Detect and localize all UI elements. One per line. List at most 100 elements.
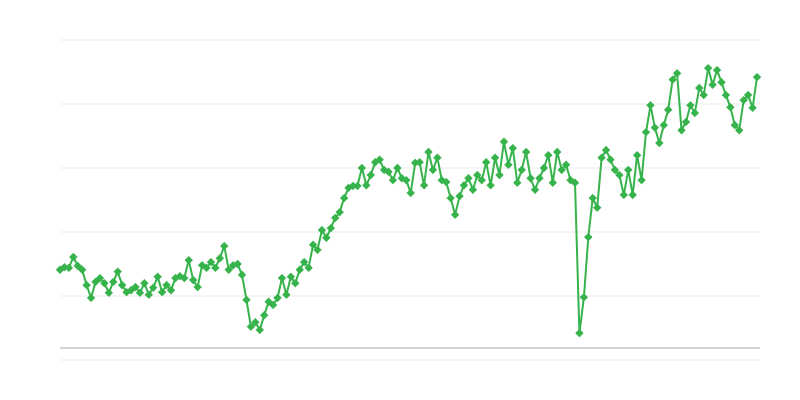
data-point-marker xyxy=(641,127,651,137)
data-point-marker xyxy=(735,126,744,135)
data-point-marker xyxy=(184,255,193,265)
data-point-marker xyxy=(708,80,717,89)
data-point-marker xyxy=(206,257,216,267)
data-point-marker xyxy=(135,288,145,297)
data-point-marker xyxy=(752,72,762,82)
data-point-marker xyxy=(388,175,398,185)
data-point-marker xyxy=(650,123,660,132)
data-point-marker xyxy=(717,78,726,87)
data-point-marker xyxy=(251,318,260,327)
data-point-marker xyxy=(86,293,96,303)
data-point-marker xyxy=(237,270,247,280)
data-point-marker xyxy=(428,165,438,175)
data-point-marker xyxy=(357,163,367,173)
data-point-marker xyxy=(295,265,304,274)
data-point-marker xyxy=(561,160,571,169)
data-point-marker xyxy=(677,126,686,135)
data-point-marker xyxy=(91,277,100,287)
data-point-marker xyxy=(211,263,220,273)
data-point-marker xyxy=(304,263,313,273)
data-point-marker xyxy=(286,272,296,281)
data-point-marker xyxy=(166,286,176,295)
data-point-marker xyxy=(459,181,469,190)
data-point-marker xyxy=(282,290,291,299)
data-point-marker xyxy=(668,75,677,84)
data-point-marker xyxy=(481,158,491,167)
data-point-marker xyxy=(117,280,127,290)
data-point-marker xyxy=(655,138,664,148)
data-point-marker xyxy=(730,120,740,130)
data-point-marker xyxy=(477,175,486,185)
data-point-marker xyxy=(450,210,460,219)
data-point-marker xyxy=(508,143,518,153)
data-point-marker xyxy=(69,252,78,262)
data-point-marker xyxy=(539,163,549,173)
data-point-marker xyxy=(260,311,269,320)
data-point-marker xyxy=(632,151,642,160)
data-point-marker xyxy=(82,280,91,290)
data-point-marker xyxy=(721,90,731,100)
data-point-marker xyxy=(157,287,167,297)
data-point-marker xyxy=(180,273,189,283)
data-point-marker xyxy=(455,191,464,201)
data-point-marker xyxy=(104,288,114,297)
data-point-marker xyxy=(353,181,362,191)
data-point-marker xyxy=(557,165,566,175)
data-point-marker xyxy=(628,190,637,200)
data-point-marker xyxy=(255,325,264,335)
data-point-marker xyxy=(442,177,451,187)
data-point-marker xyxy=(331,213,340,223)
data-point-marker xyxy=(402,175,411,185)
data-point-marker xyxy=(100,279,109,288)
data-point-marker xyxy=(313,245,322,255)
data-point-marker xyxy=(64,263,74,273)
data-point-marker xyxy=(619,190,629,200)
data-point-marker xyxy=(246,322,256,331)
data-point-marker xyxy=(690,108,700,118)
data-point-marker xyxy=(526,174,535,183)
data-point-marker xyxy=(415,158,424,167)
data-point-marker xyxy=(220,241,229,251)
data-point-marker xyxy=(659,120,668,130)
data-point-marker xyxy=(149,283,158,292)
data-point-marker xyxy=(193,282,202,292)
data-point-marker xyxy=(233,259,242,269)
data-point-marker xyxy=(144,290,153,299)
data-point-marker xyxy=(162,280,171,290)
data-point-marker xyxy=(592,203,602,212)
data-point-marker xyxy=(584,232,593,242)
data-point-marker xyxy=(588,193,597,203)
data-point-marker xyxy=(553,147,562,157)
data-point-marker xyxy=(375,155,384,164)
data-point-marker xyxy=(362,181,371,190)
data-point-marker xyxy=(499,137,509,146)
data-point-marker xyxy=(202,263,211,273)
data-point-marker xyxy=(140,279,149,288)
data-point-marker xyxy=(326,223,336,233)
data-point-marker xyxy=(726,103,735,112)
data-point-marker xyxy=(703,63,713,73)
data-point-marker xyxy=(601,145,611,155)
data-point-marker xyxy=(530,185,540,194)
data-point-marker xyxy=(473,170,482,180)
data-point-marker xyxy=(575,328,584,338)
data-point-marker xyxy=(486,181,495,190)
data-point-marker xyxy=(664,105,673,114)
data-point-marker xyxy=(624,165,633,175)
data-point-marker xyxy=(339,193,349,203)
data-point-marker xyxy=(348,181,358,191)
data-point-marker xyxy=(113,267,122,276)
data-point-marker xyxy=(597,153,606,162)
data-point-marker xyxy=(464,174,473,183)
data-point-marker xyxy=(579,293,589,302)
data-point-marker xyxy=(535,174,544,183)
data-point-marker xyxy=(748,103,757,113)
data-point-marker xyxy=(544,151,553,160)
data-point-marker xyxy=(646,101,655,110)
data-point-marker xyxy=(335,207,344,217)
data-point-marker xyxy=(242,295,251,305)
data-point-marker xyxy=(197,261,207,270)
data-point-marker xyxy=(490,153,500,162)
data-point-marker xyxy=(695,83,704,93)
series-markers xyxy=(55,63,762,338)
